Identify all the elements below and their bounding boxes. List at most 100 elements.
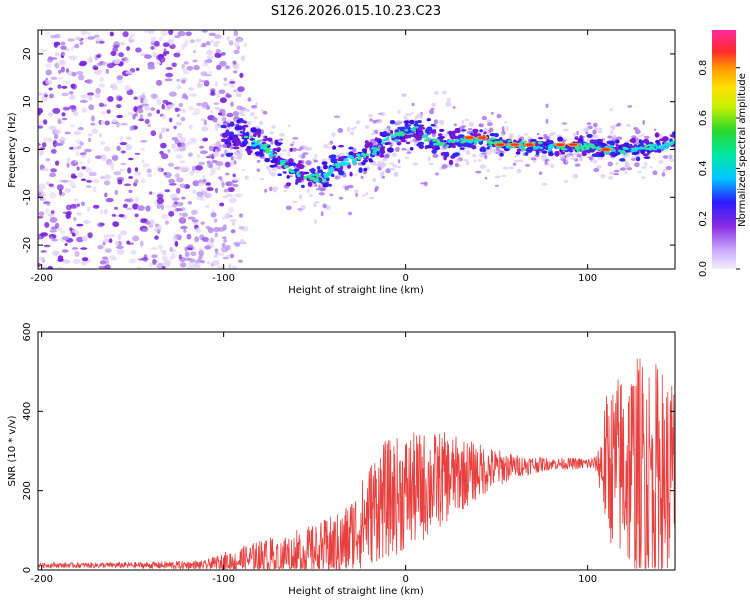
ridge-blob [330, 157, 338, 162]
ridge-blob [307, 181, 313, 187]
noise-blob [163, 259, 172, 266]
noise-blob [169, 193, 178, 199]
noise-blob [191, 112, 200, 116]
ridge-blob [259, 149, 264, 155]
halo-blob [514, 154, 519, 157]
halo-blob [262, 110, 268, 115]
noise-blob [45, 181, 50, 186]
noise-blob [59, 188, 63, 195]
ridge-core-blob [521, 147, 527, 152]
ridge-blob [236, 119, 241, 124]
noise-blob [76, 71, 84, 75]
halo-blob [379, 111, 386, 117]
noise-blob [48, 137, 52, 143]
halo-blob [433, 119, 438, 125]
ridge-blob [541, 150, 548, 154]
ridge-core-blob [279, 162, 285, 166]
noise-blob [120, 150, 126, 154]
halo-blob [662, 168, 668, 173]
x-tick-label: 100 [578, 273, 597, 284]
noise-blob [224, 161, 231, 168]
ridge-blob [337, 158, 342, 162]
noise-blob [97, 62, 103, 66]
colorbar-tick-label: 0.4 [698, 160, 709, 176]
noise-blob [49, 192, 57, 199]
noise-blob [50, 34, 57, 39]
noise-blob [103, 146, 111, 152]
halo-blob [362, 194, 366, 197]
noise-blob [43, 136, 48, 143]
ridge-blob [390, 129, 394, 135]
noise-blob [171, 197, 180, 201]
noise-blob [66, 157, 71, 164]
noise-blob [56, 184, 64, 191]
halo-blob [374, 188, 378, 192]
noise-blob [92, 179, 100, 183]
noise-blob [134, 197, 140, 203]
ridge-blob [232, 146, 240, 150]
peak-core [569, 143, 578, 146]
noise-blob [87, 133, 93, 137]
ridge-blob [367, 142, 373, 147]
halo-blob [491, 111, 494, 115]
halo-blob [245, 120, 252, 126]
ridge-core-blob [521, 140, 528, 143]
noise-blob [66, 162, 70, 168]
noise-blob [213, 254, 219, 258]
ridge-core-blob [360, 152, 366, 156]
ridge-blob [448, 159, 454, 166]
colorbar-label: Normalized spectral amplitude [737, 73, 748, 227]
halo-blob [464, 118, 469, 122]
noise-blob [180, 207, 186, 212]
noise-blob [214, 34, 222, 39]
y-tick-label: 200 [22, 481, 33, 500]
noise-blob [96, 54, 101, 59]
ridge-blob [288, 158, 294, 164]
ridge-blob [437, 133, 443, 137]
noise-blob [181, 196, 186, 200]
ridge-blob [672, 131, 675, 135]
ridge-core-blob [603, 151, 608, 154]
noise-blob [76, 166, 80, 171]
ridge-blob [557, 136, 564, 142]
halo-blob [642, 120, 645, 125]
noise-blob [226, 112, 234, 118]
halo-blob [392, 152, 397, 157]
noise-blob [176, 177, 184, 183]
noise-blob [177, 30, 186, 37]
noise-blob [99, 208, 104, 215]
ridge-blob [386, 147, 394, 153]
ridge-blob [225, 129, 230, 135]
noise-blob [233, 151, 239, 156]
noise-blob [178, 254, 182, 259]
noise-blob [92, 66, 99, 71]
ridge-blob [322, 183, 329, 188]
noise-blob [98, 102, 104, 108]
noise-blob [232, 60, 237, 66]
noise-blob [125, 71, 133, 75]
ridge-blob [538, 137, 544, 140]
ridge-blob [310, 168, 315, 174]
noise-blob [58, 69, 62, 74]
noise-blob [134, 167, 138, 172]
noise-blob [179, 160, 186, 163]
ridge-core-blob [644, 144, 648, 149]
halo-blob [613, 169, 620, 173]
halo-blob [360, 175, 364, 180]
halo-blob [562, 139, 566, 143]
noise-blob [56, 266, 64, 269]
halo-blob [658, 134, 663, 139]
ridge-blob [516, 148, 522, 152]
noise-blob [172, 203, 178, 208]
noise-blob [60, 66, 65, 73]
noise-blob [65, 48, 70, 52]
halo-blob [619, 167, 626, 171]
halo-blob [230, 145, 234, 150]
ridge-core-blob [279, 159, 284, 163]
ridge-blob [301, 184, 305, 188]
ridge-blob [241, 120, 247, 123]
noise-blob [45, 79, 53, 85]
halo-blob [494, 175, 501, 179]
noise-blob [78, 161, 84, 165]
noise-blob [171, 143, 176, 149]
